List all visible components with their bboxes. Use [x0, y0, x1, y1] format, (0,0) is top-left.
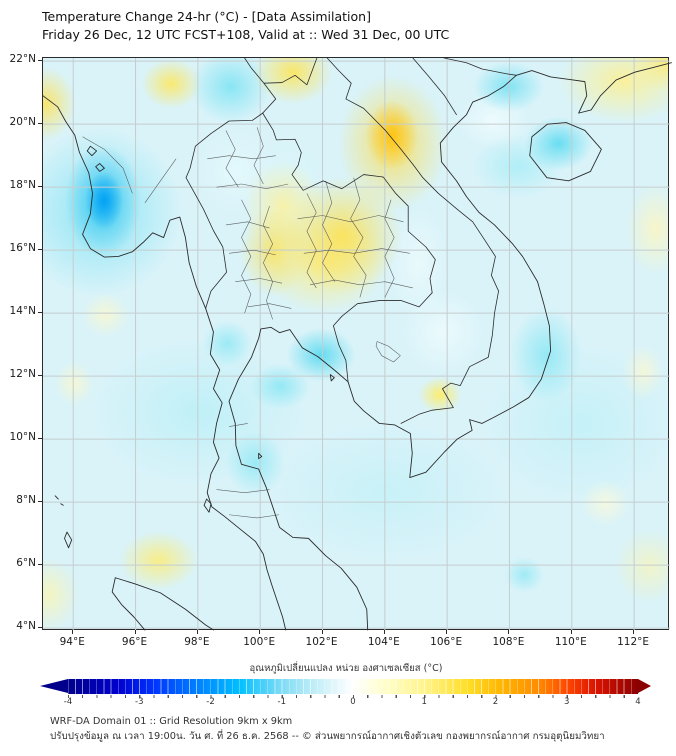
footer-domain-info: WRF-DA Domain 01 :: Grid Resolution 9km …	[50, 716, 293, 727]
lat-tick-label: 8°N	[16, 494, 36, 507]
grid-lines	[43, 58, 670, 630]
lon-tick-label: 94°E	[59, 636, 85, 648]
lon-tickmark	[570, 630, 572, 634]
lon-tick-label: 100°E	[243, 636, 276, 648]
lat-tickmark	[38, 627, 42, 629]
lat-tick-label: 6°N	[16, 557, 36, 570]
lon-tickmark	[508, 630, 510, 634]
lat-tickmark	[38, 375, 42, 377]
lat-tick-label: 22°N	[9, 53, 36, 66]
lat-tick-label: 10°N	[9, 431, 36, 444]
lon-tick-label: 108°E	[492, 636, 525, 648]
page-subtitle: Friday 26 Dec, 12 UTC FCST+108, Valid at…	[42, 27, 450, 42]
colorbar-gradient	[68, 679, 638, 694]
lat-tickmark	[38, 501, 42, 503]
figure-header: Temperature Change 24-hr (°C) - [Data As…	[42, 8, 449, 44]
lon-tick-label: 98°E	[184, 636, 210, 648]
lat-tickmark	[38, 312, 42, 314]
colorbar-left-arrow	[40, 679, 68, 693]
lat-tick-label: 4°N	[16, 620, 36, 633]
province-border-paths	[83, 127, 413, 518]
lon-tick-label: 110°E	[554, 636, 587, 648]
lat-tick-label: 20°N	[9, 116, 36, 129]
map-geography-svg	[43, 58, 670, 631]
lon-tick-label: 104°E	[367, 636, 400, 648]
lat-tick-label: 16°N	[9, 242, 36, 255]
lon-tick-label: 106°E	[430, 636, 463, 648]
colorbar-ticks: -4 -3 -2 -1 0 1 2 3 4	[64, 697, 641, 709]
lon-tickmark	[446, 630, 448, 634]
colorbar-tick-label: 0	[350, 697, 356, 707]
lon-tickmark	[321, 630, 323, 634]
colorbar-right-arrow	[638, 679, 651, 693]
lat-tick-label: 14°N	[9, 305, 36, 318]
map-plot	[42, 57, 669, 630]
colorbar-label: อุณหภูมิเปลี่ยนแปลง หน่วย องศาเซลเซียส (…	[249, 663, 443, 674]
lat-tickmark	[38, 186, 42, 188]
footer-attribution: ปรับปรุงข้อมูล ณ เวลา 19:00น. วัน ศ. ที่…	[50, 730, 605, 742]
colorbar-tick-label: 3	[564, 697, 570, 707]
colorbar-tick-label: -1	[277, 697, 286, 707]
colorbar-tick-label: -4	[63, 697, 73, 707]
lon-tickmark	[196, 630, 198, 634]
temperature-anomaly-field	[43, 58, 668, 629]
colorbar-tick-label: -2	[206, 697, 215, 707]
lat-tickmark	[38, 123, 42, 125]
lat-tickmark	[38, 249, 42, 251]
coastline-paths	[43, 63, 671, 630]
lat-tickmark	[38, 60, 42, 62]
lon-tickmark	[633, 630, 635, 634]
colorbar-tick-label: 4	[635, 697, 641, 707]
page-title: Temperature Change 24-hr (°C) - [Data As…	[42, 9, 371, 24]
lon-tickmark	[72, 630, 74, 634]
colorbar-minor-ticks	[68, 695, 638, 698]
lon-tickmark	[134, 630, 136, 634]
lon-tick-label: 96°E	[121, 636, 148, 648]
lat-tickmark	[38, 438, 42, 440]
lon-tickmark	[259, 630, 261, 634]
colorbar-tick-label: 2	[492, 697, 499, 707]
lat-tick-label: 18°N	[9, 179, 36, 192]
lat-tickmark	[38, 564, 42, 566]
colorbar-segments	[68, 679, 638, 694]
country-border-paths	[186, 58, 516, 423]
lat-tick-label: 12°N	[9, 368, 36, 381]
colorbar-tick-label: -3	[135, 697, 144, 707]
lon-tick-label: 102°E	[305, 636, 338, 648]
footer: WRF-DA Domain 01 :: Grid Resolution 9km …	[50, 715, 605, 744]
colorbar-tick-label: 1	[421, 697, 427, 707]
lon-tick-label: 112°E	[617, 636, 650, 648]
lon-tickmark	[383, 630, 385, 634]
